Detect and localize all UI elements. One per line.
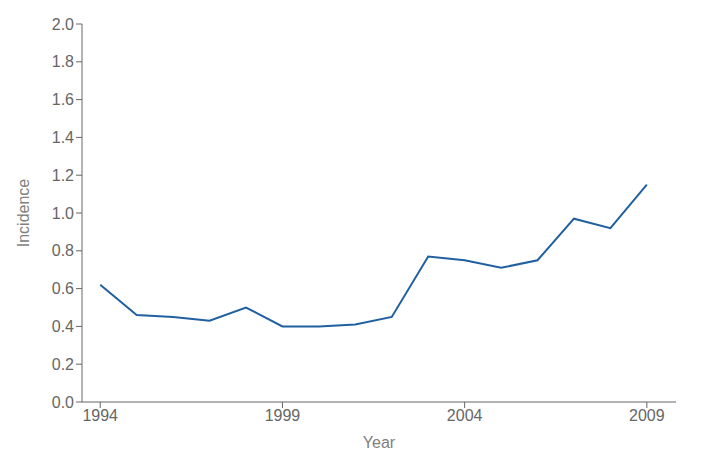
svg-text:Year: Year	[363, 434, 396, 451]
svg-text:2.0: 2.0	[52, 16, 74, 33]
svg-text:Incidence: Incidence	[15, 179, 32, 248]
svg-text:1.6: 1.6	[52, 91, 74, 108]
svg-text:0.4: 0.4	[52, 318, 74, 335]
svg-text:0.2: 0.2	[52, 356, 74, 373]
svg-text:1994: 1994	[82, 407, 118, 424]
svg-text:0.0: 0.0	[52, 394, 74, 411]
svg-text:0.8: 0.8	[52, 242, 74, 259]
svg-text:1999: 1999	[265, 407, 301, 424]
svg-text:1.2: 1.2	[52, 167, 74, 184]
svg-text:2009: 2009	[629, 407, 665, 424]
svg-text:1.4: 1.4	[52, 129, 74, 146]
svg-text:2004: 2004	[447, 407, 483, 424]
svg-text:1.0: 1.0	[52, 205, 74, 222]
svg-text:0.6: 0.6	[52, 280, 74, 297]
svg-text:1.8: 1.8	[52, 53, 74, 70]
